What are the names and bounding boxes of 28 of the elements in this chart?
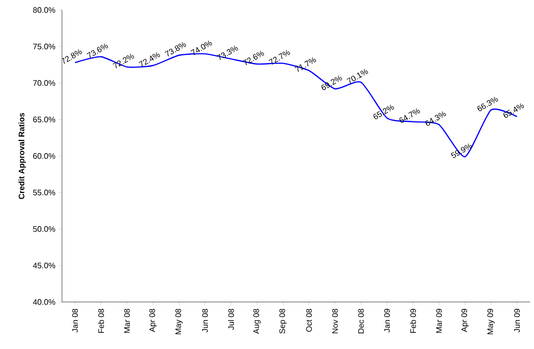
x-tick-label: Sep 08 xyxy=(279,308,287,334)
y-tick-label: 70.0% xyxy=(33,80,56,86)
y-tick-label: 40.0% xyxy=(32,299,56,305)
x-tick-label: Feb 09 xyxy=(410,308,416,333)
x-tick-label: Jul 08 xyxy=(228,308,234,330)
x-tick-label: Aug 08 xyxy=(253,308,261,334)
y-tick-label: 45.0% xyxy=(32,262,56,268)
x-tick-label: Feb 08 xyxy=(98,308,104,333)
x-tick-label: May 09 xyxy=(487,308,495,334)
x-tick-label: Nov 08 xyxy=(332,308,338,334)
x-tick-label: May 08 xyxy=(175,308,183,334)
y-tick-label: 65.0% xyxy=(33,116,56,122)
x-tick-label: Apr 08 xyxy=(149,308,157,332)
x-tick-label: Jan 08 xyxy=(72,308,78,332)
y-tick-label: 75.0% xyxy=(33,44,56,50)
y-tick-label: 55.0% xyxy=(33,190,56,196)
x-tick-label: Oct 08 xyxy=(306,308,312,332)
x-tick-label: Jun 08 xyxy=(202,308,208,332)
y-tick-label: 60.0% xyxy=(33,153,56,159)
x-tick-label: Mar 09 xyxy=(436,308,442,333)
y-axis-title: Credit Approval Ratios xyxy=(18,112,26,200)
x-tick-label: Jun 09 xyxy=(514,308,520,332)
x-tick-label: Mar 08 xyxy=(124,308,130,333)
x-tick-label: Apr 09 xyxy=(461,308,469,332)
x-tick-label: Jan 09 xyxy=(384,308,390,332)
x-tick-label: Dec 08 xyxy=(358,308,364,334)
y-tick-label: 80.0% xyxy=(33,7,56,13)
y-tick-label: 50.0% xyxy=(33,226,56,232)
